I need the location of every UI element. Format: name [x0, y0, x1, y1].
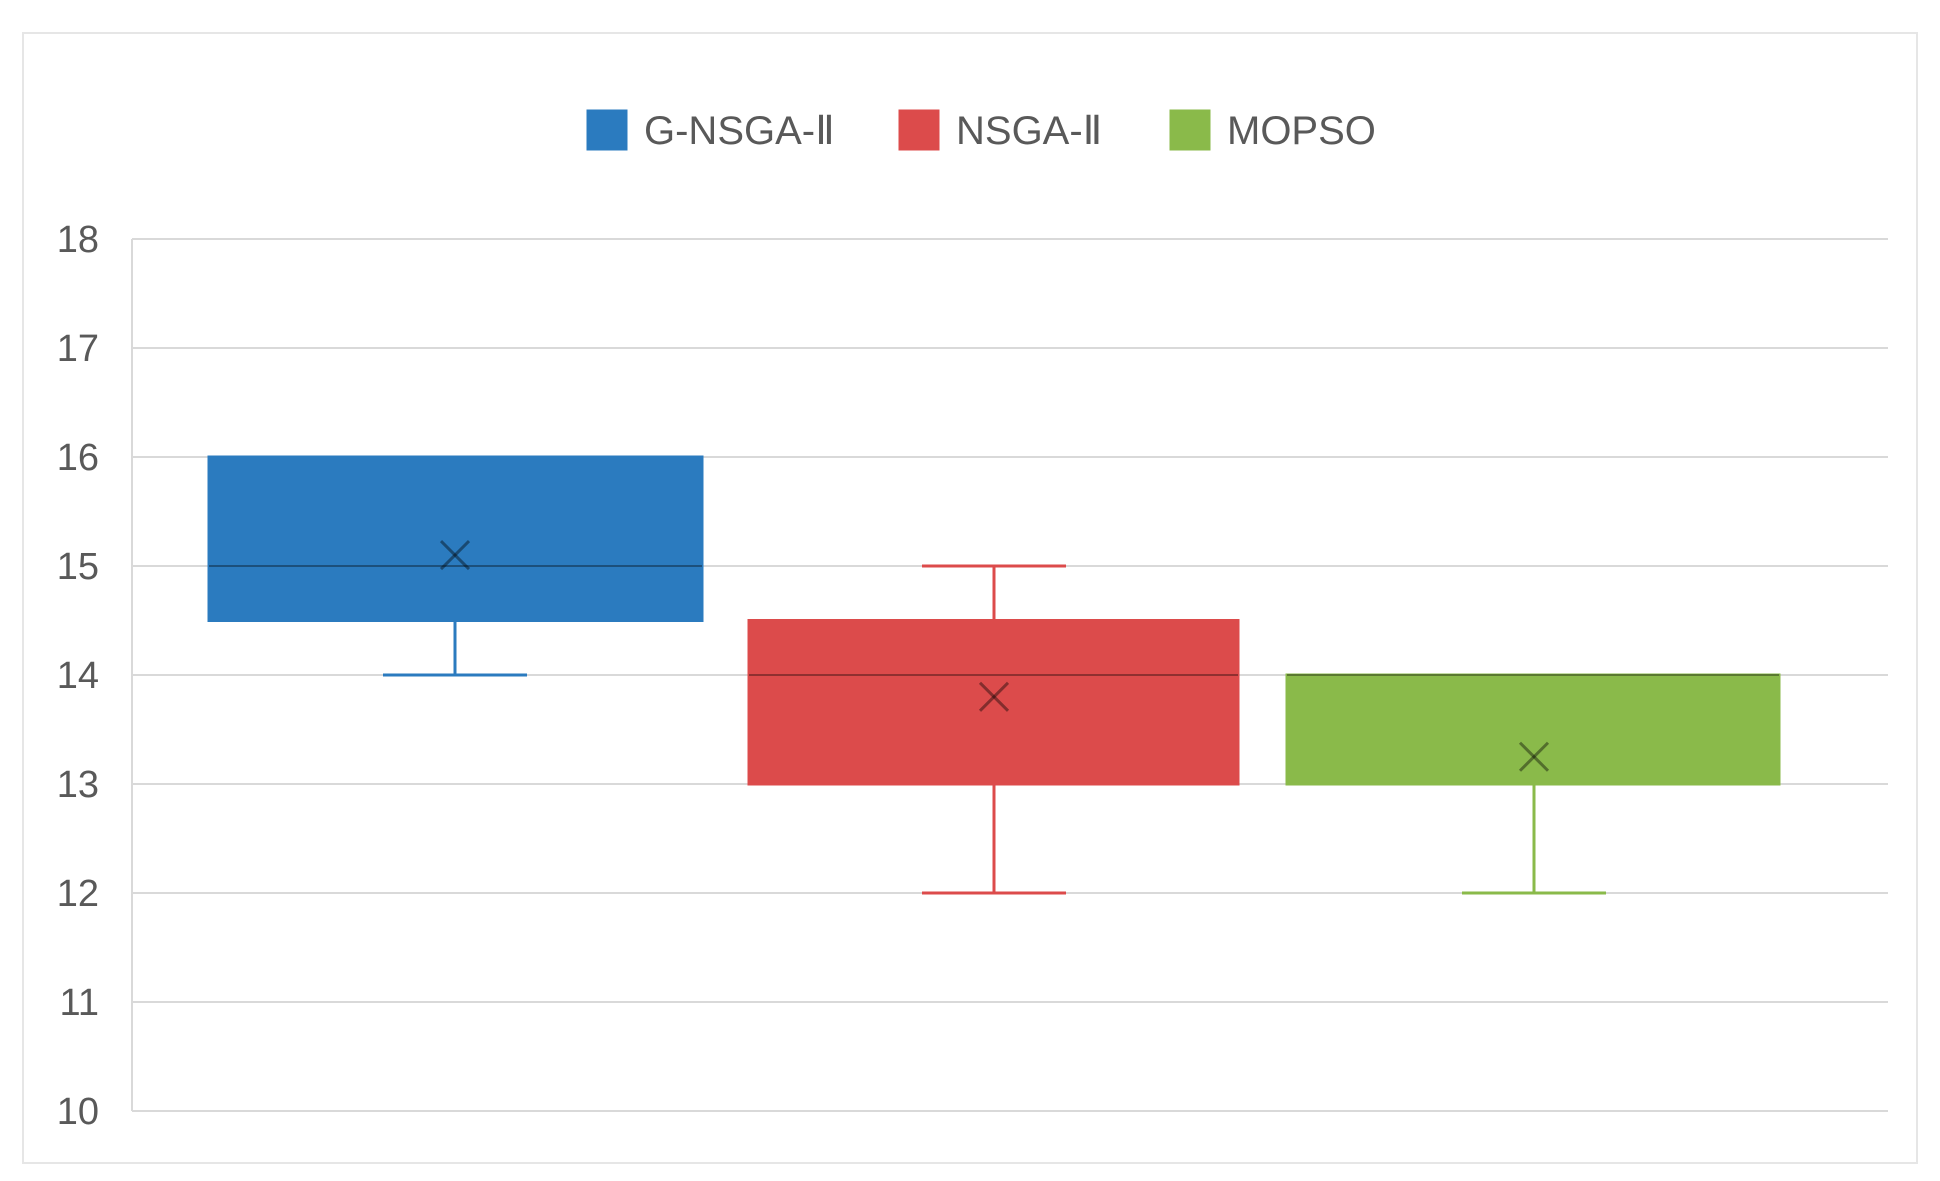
y-tick-label: 12 — [57, 873, 99, 915]
y-tick-label: 16 — [57, 437, 99, 479]
legend-item: NSGA-Ⅱ — [898, 109, 1102, 153]
legend-swatch — [898, 109, 940, 151]
mean-marker — [439, 540, 471, 571]
legend-item: MOPSO — [1169, 109, 1376, 153]
box-plot-chart: 10 11 12 13 14 15 16 17 18 G-NSGA-Ⅱ NSGA-Ⅱ MOPSO — [57, 109, 1888, 1133]
y-tick-label: 11 — [60, 982, 99, 1024]
mean-marker-stroke — [1518, 741, 1550, 772]
box-body — [207, 455, 704, 622]
y-tick-label: 18 — [57, 219, 99, 261]
legend: G-NSGA-Ⅱ NSGA-Ⅱ MOPSO — [586, 109, 1376, 153]
mean-marker-stroke — [439, 540, 471, 571]
legend-swatch — [586, 109, 628, 151]
y-tick-label: 10 — [57, 1091, 99, 1133]
legend-label: NSGA-Ⅱ — [956, 109, 1102, 153]
legend-label: G-NSGA-Ⅱ — [644, 109, 835, 153]
mean-marker-stroke — [978, 681, 1010, 712]
y-tick-label: 15 — [57, 546, 99, 588]
chart-frame: 10 11 12 13 14 15 16 17 18 G-NSGA-Ⅱ NSGA-Ⅱ MOPSO — [22, 32, 1918, 1164]
mean-marker-stroke — [439, 540, 471, 571]
legend-swatch — [1169, 109, 1211, 151]
mean-marker — [1518, 741, 1550, 772]
y-tick-label: 17 — [57, 328, 99, 370]
box-1 — [207, 455, 704, 677]
mean-marker — [978, 681, 1010, 712]
boxes — [207, 455, 1781, 895]
y-axis: 10 11 12 13 14 15 16 17 18 — [57, 219, 133, 1133]
box-2 — [747, 564, 1240, 895]
legend-label: MOPSO — [1227, 109, 1376, 153]
legend-item: G-NSGA-Ⅱ — [586, 109, 835, 153]
box-3 — [1285, 673, 1781, 895]
mean-marker-stroke — [1518, 741, 1550, 772]
y-tick-label: 14 — [57, 655, 99, 697]
mean-marker-stroke — [978, 681, 1010, 712]
box-body — [1285, 673, 1781, 786]
box-body — [747, 619, 1240, 786]
y-tick-label: 13 — [57, 764, 99, 806]
